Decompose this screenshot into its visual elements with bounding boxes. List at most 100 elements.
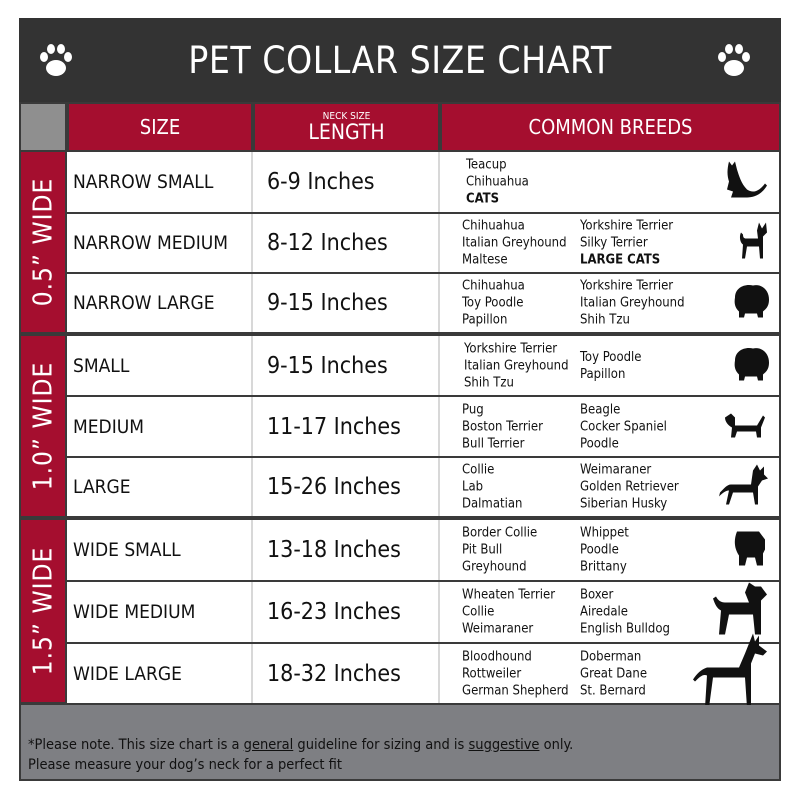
breed-name: Teacup bbox=[466, 157, 507, 173]
breed-name: German Shepherd bbox=[462, 683, 569, 698]
breeds-col-1: Wheaten Terrier Collie Weimaraner bbox=[462, 587, 555, 638]
table-row: NARROW SMALL 6-9 Inches Teacup Chihuahua C… bbox=[67, 152, 779, 212]
table-row: NARROW MEDIUM 8-12 Inches Chihuahua Itali… bbox=[67, 214, 779, 272]
breed-name: Chihuahua bbox=[462, 278, 525, 294]
group-label: 1.0” WIDE bbox=[21, 336, 65, 516]
size-cell: NARROW SMALL bbox=[67, 152, 253, 212]
header-length: NECK SIZE LENGTH bbox=[255, 104, 438, 150]
breed-name: Italian Greyhound bbox=[462, 235, 567, 251]
breed-name: LARGE CATS bbox=[580, 252, 661, 268]
breeds-cell: Yorkshire Terrier Italian Greyhound Shih T… bbox=[440, 336, 779, 395]
breeds-cell: Wheaten Terrier Collie Weimaraner Boxer Air… bbox=[440, 582, 779, 642]
footer-line-2: Please measure your dog’s neck for a per… bbox=[28, 757, 343, 773]
length-cell: 16-23 Inches bbox=[253, 582, 440, 642]
breeds-cell: Teacup Chihuahua CATS bbox=[440, 152, 779, 212]
breeds-col-1: Chihuahua Italian Greyhound Maltese bbox=[462, 218, 567, 269]
length-cell: 11-17 Inches bbox=[253, 397, 440, 456]
chihuahua-icon bbox=[737, 221, 771, 266]
breeds-col-1: Teacup Chihuahua CATS bbox=[466, 157, 529, 208]
breed-name: Whippet bbox=[580, 525, 629, 541]
breed-name: Italian Greyhound bbox=[464, 358, 569, 373]
table-row: LARGE 15-26 Inches Collie Lab Dalmatian We… bbox=[67, 458, 779, 516]
breed-name: Weimaraner bbox=[462, 621, 534, 637]
breed-name: Collie bbox=[462, 462, 495, 478]
breed-name: Poodle bbox=[580, 542, 619, 558]
size-cell: SMALL bbox=[67, 336, 253, 395]
breeds-cell: Chihuahua Toy Poodle Papillon Yorkshire Te… bbox=[440, 274, 779, 332]
table-row: WIDE MEDIUM 16-23 Inches Wheaten Terrier… bbox=[67, 582, 779, 642]
breeds-cell: Pug Boston Terrier Bull Terrier Beagle Cock… bbox=[440, 397, 779, 456]
breed-name: St. Bernard bbox=[580, 683, 646, 698]
group-label: 0.5” WIDE bbox=[21, 152, 65, 332]
table-row: SMALL 9-15 Inches Yorkshire Terrier Itali… bbox=[67, 336, 779, 395]
group-text: 1.5” WIDE bbox=[28, 546, 59, 676]
breeds-col-2: Toy Poodle Papillon bbox=[580, 349, 642, 383]
breed-name: Great Dane bbox=[580, 666, 648, 681]
length-cell: 9-15 Inches bbox=[253, 274, 440, 332]
table-row: WIDE SMALL 13-18 Inches Border Collie Pit… bbox=[67, 520, 779, 580]
length-cell: 8-12 Inches bbox=[253, 214, 440, 272]
group-text: 1.0” WIDE bbox=[28, 361, 59, 491]
breed-name: Beagle bbox=[580, 402, 621, 417]
breed-name: Lab bbox=[462, 479, 484, 495]
header-length-main: LENGTH bbox=[308, 119, 385, 144]
footer-line-1: *Please note. This size chart is a gener… bbox=[28, 737, 574, 753]
breeds-cell: Chihuahua Italian Greyhound Maltese Yorksh… bbox=[440, 214, 779, 272]
breeds-col-2: Weimaraner Golden Retriever Siberian Husky bbox=[580, 462, 679, 513]
length-cell: 13-18 Inches bbox=[253, 520, 440, 580]
header-size: SIZE bbox=[69, 104, 251, 150]
breeds-cell: Bloodhound Rottweiler German Shepherd Dobe… bbox=[440, 633, 779, 707]
breeds-col-1: Yorkshire Terrier Italian Greyhound Shih T… bbox=[464, 340, 569, 391]
breed-name: Yorkshire Terrier bbox=[464, 341, 558, 356]
length-cell: 15-26 Inches bbox=[253, 458, 440, 516]
breed-name: Border Collie bbox=[462, 525, 538, 541]
breed-name: Chihuahua bbox=[462, 218, 525, 234]
size-cell: WIDE SMALL bbox=[67, 520, 253, 580]
breed-name: Airedale bbox=[580, 604, 629, 620]
breed-name: Doberman bbox=[580, 649, 642, 664]
group-text: 0.5” WIDE bbox=[28, 177, 59, 307]
size-cell: NARROW MEDIUM bbox=[67, 214, 253, 272]
breed-name: Toy Poodle bbox=[462, 295, 524, 311]
breed-name: Papillon bbox=[580, 366, 626, 382]
shepherd-icon bbox=[717, 463, 771, 512]
breed-name: Weimaraner bbox=[580, 462, 652, 478]
breed-name: Silky Terrier bbox=[580, 235, 648, 251]
fluffy-dog-icon bbox=[731, 282, 771, 325]
breed-name: Shih Tzu bbox=[464, 375, 514, 390]
group-label: 1.5” WIDE bbox=[21, 520, 65, 702]
breed-name: Chihuahua bbox=[466, 174, 529, 190]
table-row: MEDIUM 11-17 Inches Pug Boston Terrier Bul… bbox=[67, 397, 779, 456]
breeds-col-2: Doberman Great Dane St. Bernard bbox=[580, 648, 647, 699]
size-cell: MEDIUM bbox=[67, 397, 253, 456]
breed-name: Rottweiler bbox=[462, 666, 522, 681]
size-cell: WIDE LARGE bbox=[67, 644, 253, 703]
breed-name: Bull Terrier bbox=[462, 436, 525, 451]
paw-icon bbox=[718, 44, 750, 76]
bulldog-icon bbox=[731, 528, 771, 573]
breed-name: Poodle bbox=[580, 436, 619, 451]
table-row: NARROW LARGE 9-15 Inches Chihuahua Toy Po… bbox=[67, 274, 779, 332]
breed-name: Bloodhound bbox=[462, 649, 532, 664]
breed-name: Pug bbox=[462, 402, 484, 417]
breed-name: Collie bbox=[462, 604, 495, 620]
breed-name: Italian Greyhound bbox=[580, 295, 685, 311]
table-row: WIDE LARGE 18-32 Inches Bloodhound Rottwe… bbox=[67, 633, 779, 707]
size-cell: NARROW LARGE bbox=[67, 274, 253, 332]
length-cell: 6-9 Inches bbox=[253, 152, 440, 212]
header-length-sub: NECK SIZE bbox=[322, 110, 371, 122]
breed-name: Pit Bull bbox=[462, 542, 503, 558]
page-title: PET COLLAR SIZE CHART bbox=[19, 18, 781, 102]
header-breeds: COMMON BREEDS bbox=[442, 104, 779, 150]
breed-name: Shih Tzu bbox=[580, 312, 630, 328]
breed-name: Cocker Spaniel bbox=[580, 419, 667, 434]
breeds-col-1: Bloodhound Rottweiler German Shepherd bbox=[462, 648, 569, 699]
breeds-cell: Border Collie Pit Bull Greyhound Whippet Po… bbox=[440, 520, 779, 580]
breeds-col-1: Pug Boston Terrier Bull Terrier bbox=[462, 401, 543, 452]
breeds-cell: Collie Lab Dalmatian Weimaraner Golden Retr… bbox=[440, 458, 779, 516]
breed-name: CATS bbox=[466, 191, 500, 207]
breed-name: Golden Retriever bbox=[580, 479, 679, 495]
breed-name: Toy Poodle bbox=[580, 349, 642, 365]
breed-name: Yorkshire Terrier bbox=[580, 218, 674, 234]
breeds-col-2: Boxer Airedale English Bulldog bbox=[580, 587, 670, 638]
